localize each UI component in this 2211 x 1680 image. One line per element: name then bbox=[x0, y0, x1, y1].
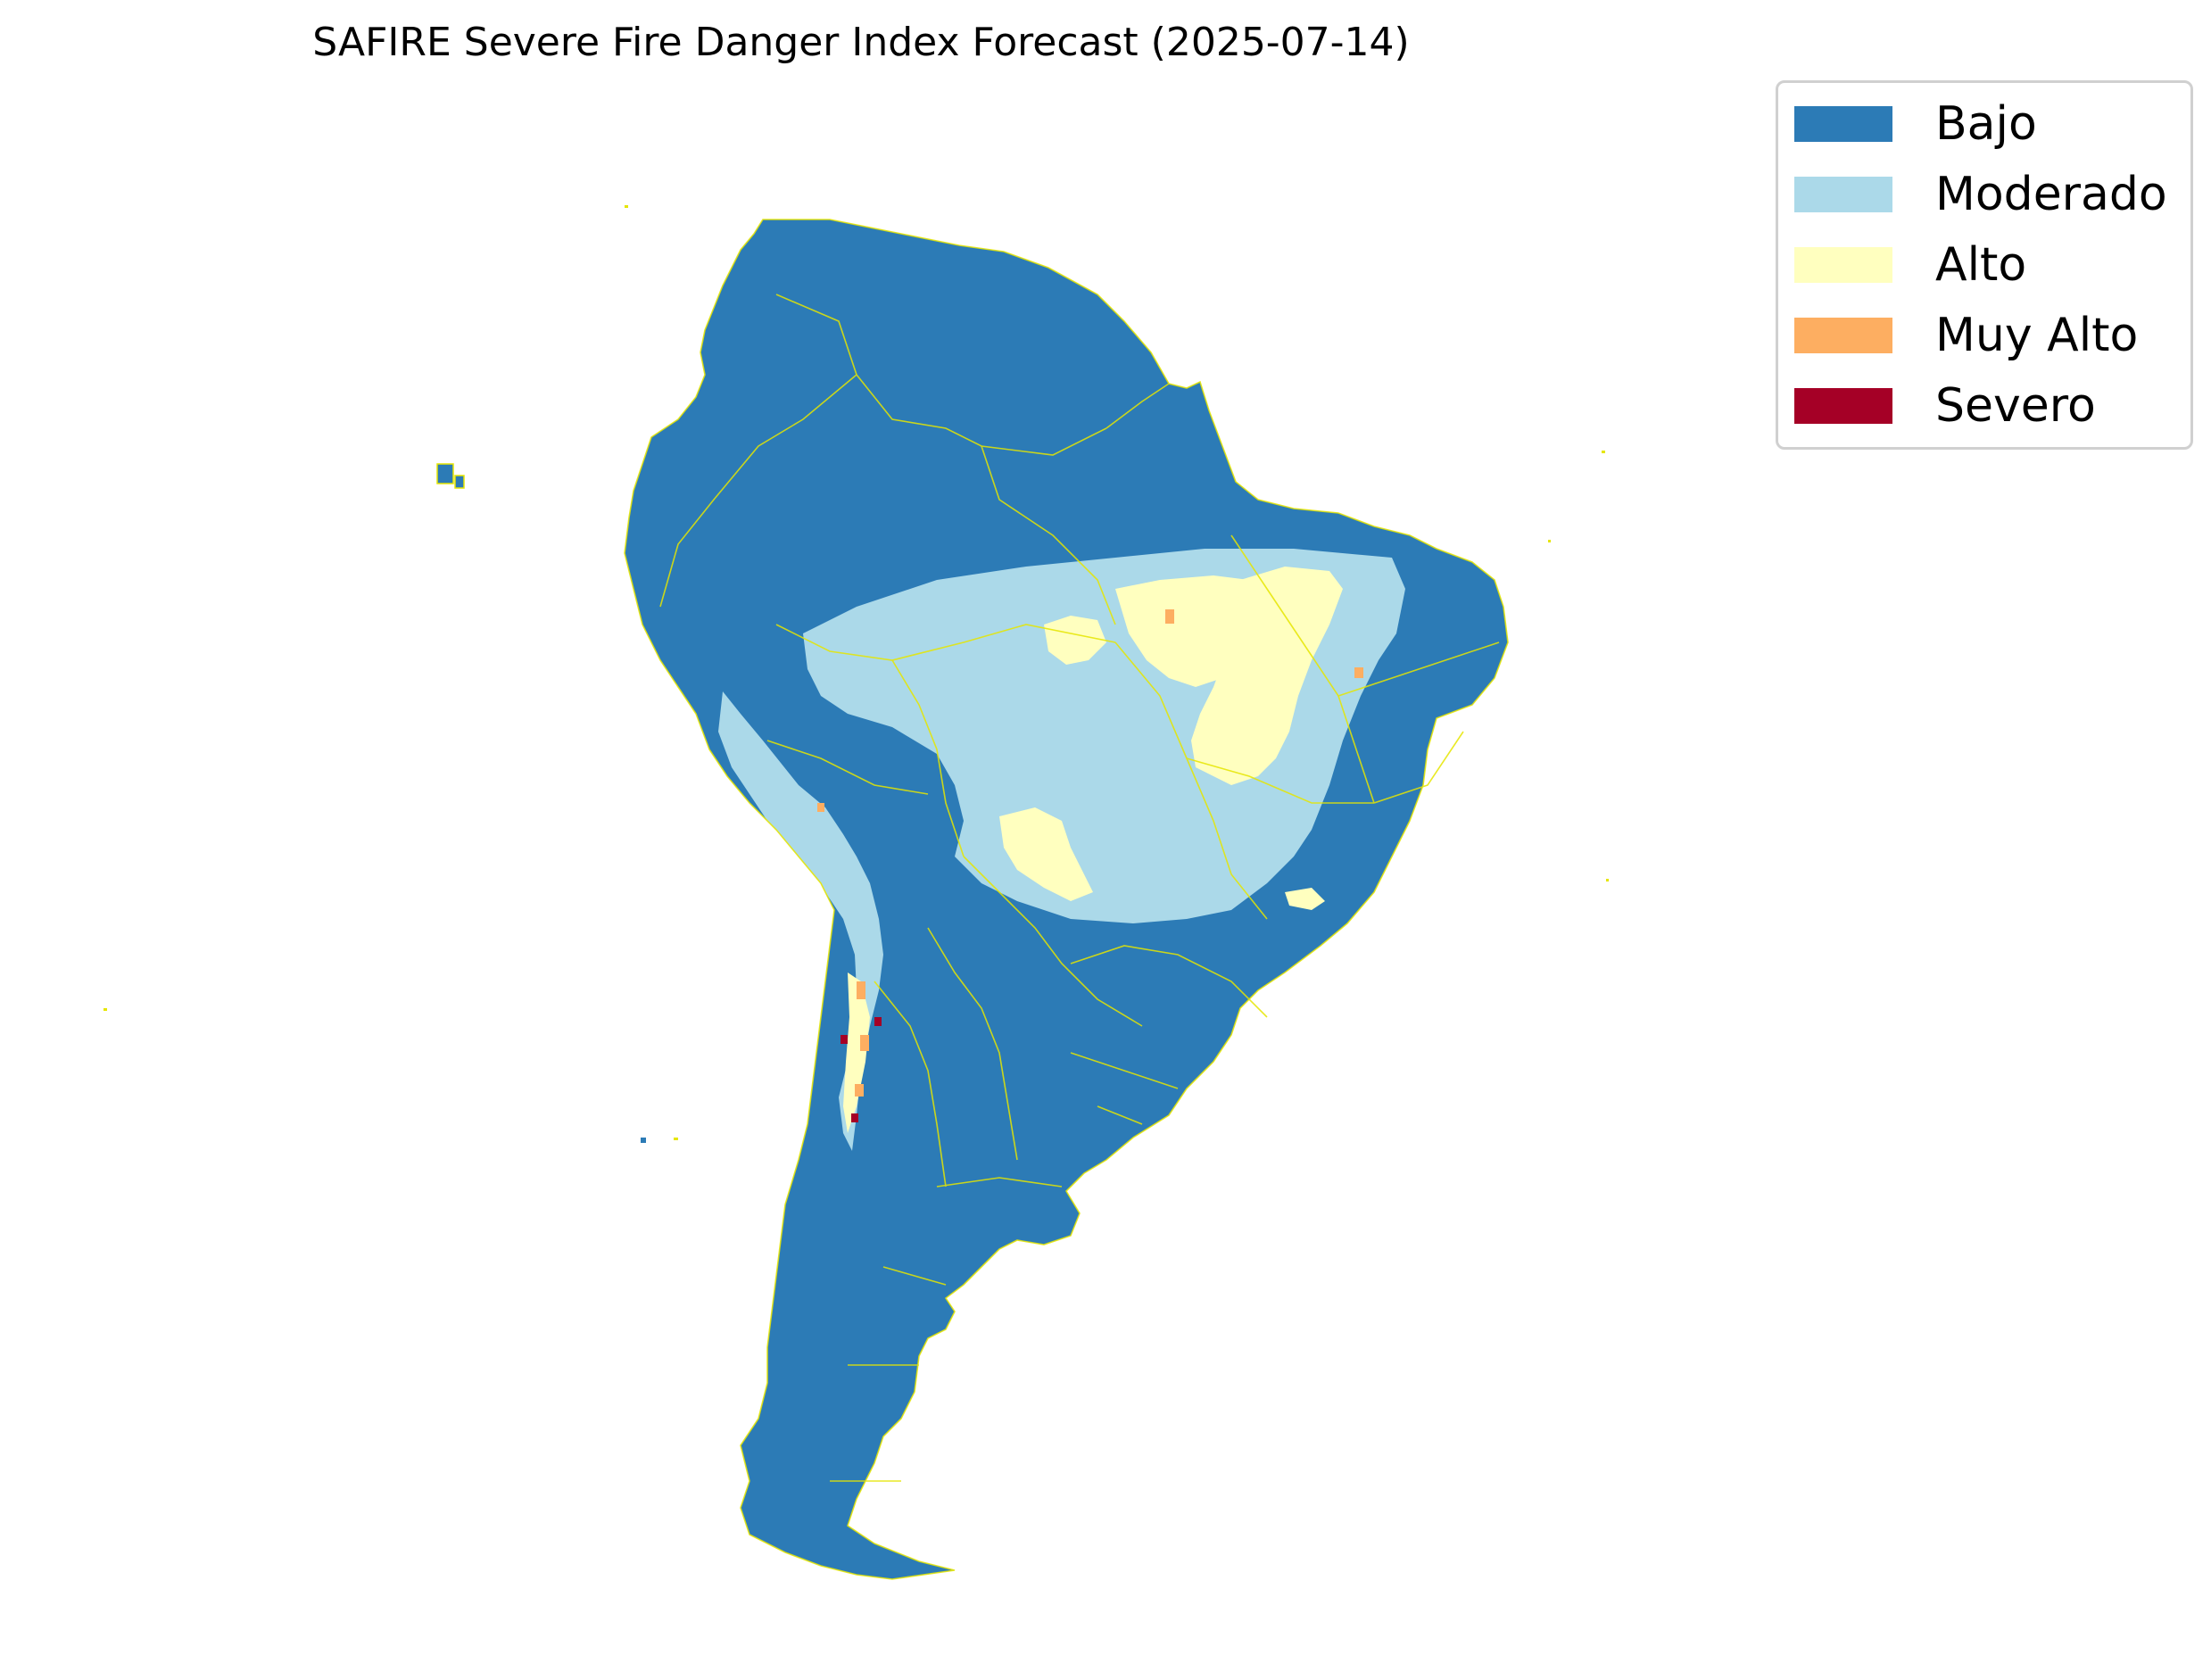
chart-title: SAFIRE Severe Fire Danger Index Forecast… bbox=[312, 20, 1410, 65]
islands bbox=[104, 205, 1609, 1143]
danger-overlays bbox=[718, 549, 1405, 1151]
border-lines bbox=[624, 219, 1509, 1580]
legend: Bajo Moderado Alto Muy Alto Severo bbox=[1776, 80, 2193, 450]
muy-alto-spot bbox=[817, 803, 824, 812]
muy-alto-spot bbox=[857, 981, 865, 999]
muy-alto-spot bbox=[860, 1035, 869, 1051]
muy-alto-spot bbox=[1165, 609, 1174, 624]
legend-swatch bbox=[1794, 388, 1892, 424]
legend-swatch bbox=[1794, 247, 1892, 283]
severo-spot bbox=[841, 1035, 848, 1044]
fire-danger-map bbox=[104, 205, 1609, 1580]
legend-item-severo: Severo bbox=[1794, 379, 2096, 433]
severo-spot bbox=[874, 1017, 882, 1026]
legend-label: Severo bbox=[1935, 379, 2096, 433]
legend-label: Muy Alto bbox=[1935, 309, 2139, 362]
alto-andes bbox=[843, 972, 870, 1133]
legend-label: Moderado bbox=[1935, 168, 2167, 221]
alto-zone-east bbox=[1191, 567, 1343, 785]
legend-label: Alto bbox=[1935, 238, 2027, 292]
moderado-andes-strip bbox=[718, 691, 883, 1151]
legend-swatch bbox=[1794, 106, 1892, 142]
legend-item-moderado: Moderado bbox=[1794, 168, 2167, 221]
alto-zone-west bbox=[1044, 616, 1106, 665]
legend-swatch bbox=[1794, 318, 1892, 353]
muy-alto-spot bbox=[1354, 667, 1363, 678]
alto-zone-southeast bbox=[1285, 888, 1325, 910]
alto-zone-south bbox=[999, 807, 1093, 901]
legend-label: Bajo bbox=[1935, 97, 2037, 151]
legend-item-muy-alto: Muy Alto bbox=[1794, 309, 2138, 362]
legend-item-alto: Alto bbox=[1794, 238, 2026, 292]
severo-spot bbox=[851, 1113, 858, 1122]
muy-alto-spot bbox=[855, 1084, 864, 1097]
legend-swatch bbox=[1794, 177, 1892, 212]
legend-item-bajo: Bajo bbox=[1794, 97, 2037, 151]
